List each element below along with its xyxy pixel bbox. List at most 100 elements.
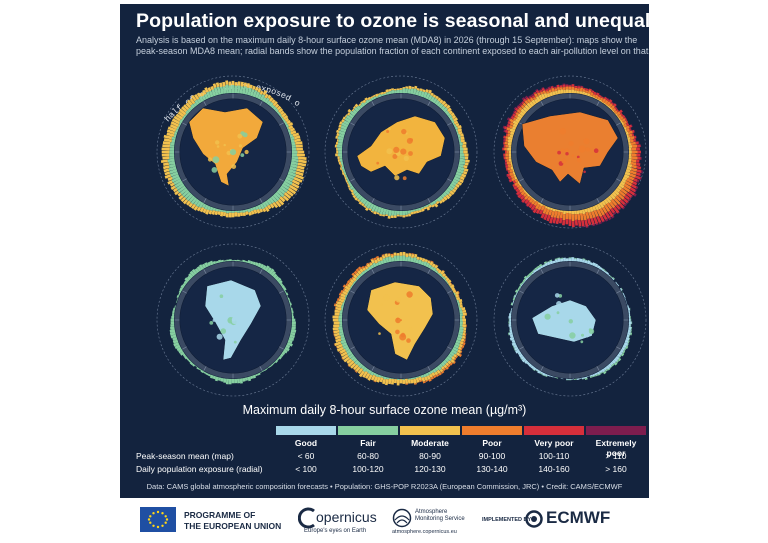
radial-exposure-band xyxy=(603,102,607,106)
radial-exposure-band xyxy=(514,114,519,119)
radial-exposure-band xyxy=(635,172,641,176)
radial-exposure-band xyxy=(426,375,431,380)
radial-exposure-band xyxy=(609,201,616,209)
radial-exposure-band xyxy=(267,204,272,210)
legend-title: Maximum daily 8-hour surface ozone mean … xyxy=(242,403,527,417)
radial-exposure-band xyxy=(209,260,214,266)
radial-exposure-band xyxy=(208,90,214,98)
month-tick xyxy=(350,178,355,182)
radial-exposure-band xyxy=(453,361,456,365)
radial-exposure-band xyxy=(549,207,554,211)
radial-exposure-band xyxy=(287,339,293,344)
map-hotspot xyxy=(406,338,411,343)
radial-exposure-band xyxy=(615,204,621,210)
radial-exposure-band xyxy=(352,189,358,195)
radial-exposure-band xyxy=(511,177,516,182)
radial-exposure-band xyxy=(336,132,340,137)
radial-exposure-band xyxy=(427,264,432,269)
radial-exposure-band xyxy=(452,289,457,294)
radial-exposure-band xyxy=(618,117,621,121)
radial-exposure-band xyxy=(272,273,278,279)
radial-exposure-band xyxy=(194,93,200,100)
legend-map-range: 100-110 xyxy=(538,451,570,461)
radial-exposure-band xyxy=(162,141,171,145)
radial-exposure-band xyxy=(376,206,382,214)
radial-exposure-band xyxy=(515,118,521,123)
radial-exposure-band xyxy=(533,91,537,95)
month-tick xyxy=(371,101,375,106)
radial-exposure-band xyxy=(262,265,267,271)
radial-exposure-band xyxy=(433,374,437,379)
map-hotspot xyxy=(593,148,599,153)
radial-exposure-band xyxy=(599,201,605,209)
radial-exposure-band xyxy=(438,372,442,376)
radial-exposure-band xyxy=(604,99,609,105)
radial-exposure-band xyxy=(598,221,602,225)
radial-exposure-band xyxy=(622,197,629,204)
radial-exposure-band xyxy=(506,173,511,177)
radial-exposure-band xyxy=(339,348,346,354)
radial-exposure-band xyxy=(333,332,340,337)
radial-exposure-band xyxy=(596,371,601,375)
ecmwf-logo-icon xyxy=(525,510,543,528)
radial-exposure-band xyxy=(509,121,514,126)
radial-exposure-band xyxy=(629,173,637,178)
radial-exposure-band xyxy=(629,139,634,143)
radial-exposure-band xyxy=(289,127,295,132)
radial-exposure-band xyxy=(449,116,454,121)
radial-exposure-band xyxy=(216,86,222,95)
radial-exposure-band xyxy=(507,170,511,174)
radial-exposure-band xyxy=(433,202,439,208)
radial-exposure-band xyxy=(627,331,631,336)
month-tick xyxy=(447,122,452,126)
radial-exposure-band xyxy=(290,163,298,169)
radial-exposure-band xyxy=(383,91,387,94)
radial-exposure-band xyxy=(627,136,631,141)
radial-exposure-band xyxy=(385,256,390,263)
radial-exposure-band xyxy=(295,144,303,148)
radial-exposure-band xyxy=(619,287,623,291)
radial-exposure-band xyxy=(177,192,182,197)
radial-exposure-band xyxy=(457,181,463,186)
radial-exposure-band xyxy=(553,210,558,218)
radial-exposure-band xyxy=(219,86,224,95)
radial-exposure-band xyxy=(591,205,597,211)
radial-exposure-band xyxy=(442,367,446,372)
radial-exposure-band xyxy=(629,170,637,175)
radial-exposure-band xyxy=(624,194,630,201)
radial-exposure-band xyxy=(579,213,584,221)
radial-exposure-band xyxy=(279,110,285,115)
radial-exposure-band xyxy=(611,363,615,367)
radial-exposure-band xyxy=(164,171,171,176)
radial-exposure-band xyxy=(198,96,204,103)
radial-exposure-band xyxy=(458,343,463,348)
radial-exposure-band xyxy=(532,268,536,272)
copernicus-logo-icon xyxy=(298,507,315,529)
radial-exposure-band xyxy=(557,258,561,263)
radial-exposure-band xyxy=(336,298,340,302)
eu-text: THE EUROPEAN UNION xyxy=(184,521,282,531)
radial-exposure-band xyxy=(623,341,629,346)
radial-exposure-band xyxy=(188,359,192,363)
radial-exposure-band xyxy=(369,262,373,266)
radial-exposure-band xyxy=(370,371,375,376)
radial-exposure-band xyxy=(428,378,432,382)
radial-exposure-band xyxy=(505,164,509,169)
radial-exposure-band xyxy=(450,112,455,117)
radial-exposure-band xyxy=(190,103,196,109)
radial-exposure-band xyxy=(622,114,626,119)
radial-exposure-band xyxy=(246,83,251,88)
radial-exposure-band xyxy=(546,92,551,98)
radial-exposure-band xyxy=(449,362,453,366)
radial-exposure-band xyxy=(191,203,196,210)
radial-exposure-band xyxy=(268,365,272,368)
radial-exposure-band xyxy=(545,209,550,215)
radial-exposure-band xyxy=(333,324,340,328)
radial-exposure-band xyxy=(288,131,292,136)
radial-exposure-band xyxy=(437,269,442,274)
radial-exposure-band xyxy=(361,270,366,275)
radial-exposure-band xyxy=(622,344,627,349)
radial-exposure-band xyxy=(278,279,283,285)
radial-exposure-band xyxy=(618,109,623,114)
radial-exposure-band xyxy=(272,100,278,107)
